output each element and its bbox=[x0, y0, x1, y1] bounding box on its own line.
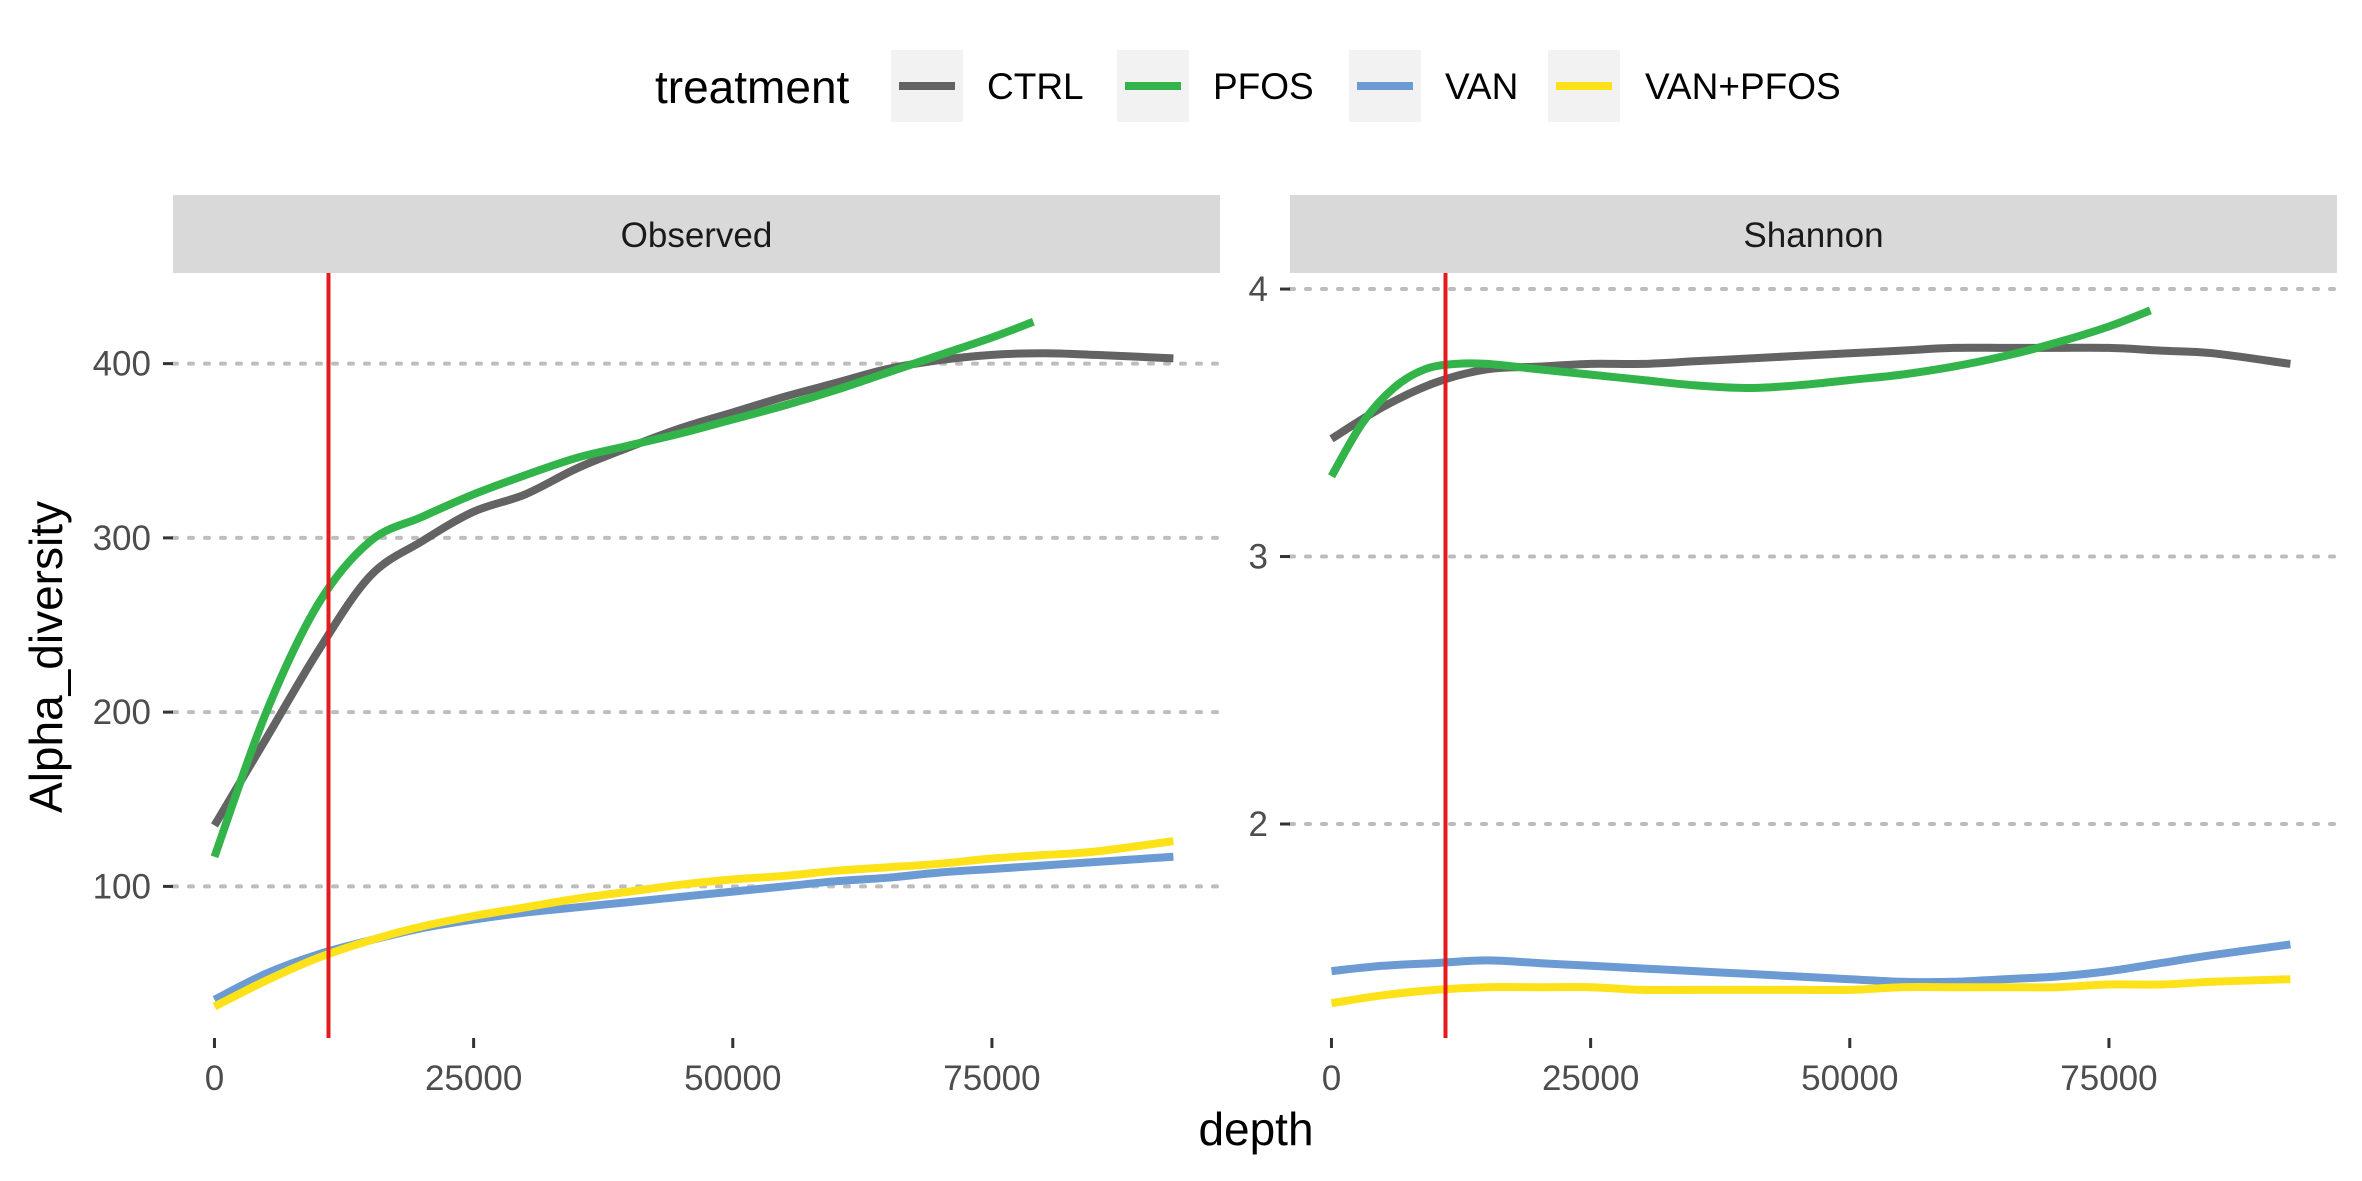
panel-shannon: Shannon 2 3 4 0 25000 50000 75000 bbox=[1249, 195, 2339, 1098]
panel-observed: Observed 100 200 300 400 0 25000 50000 75000 bbox=[93, 195, 1222, 1098]
legend-item-van: VAN bbox=[1349, 50, 1518, 122]
x-tick-label: 25000 bbox=[1542, 1059, 1639, 1098]
facet-strip bbox=[1290, 195, 2337, 273]
y-tick-label: 2 bbox=[1249, 805, 1268, 844]
series-line-van bbox=[1331, 940, 2291, 987]
legend-label: CTRL bbox=[987, 66, 1084, 107]
legend-label: VAN bbox=[1445, 66, 1518, 107]
legend-label: PFOS bbox=[1213, 66, 1314, 107]
series-line-pfos bbox=[210, 318, 1035, 859]
x-tick-label: 50000 bbox=[1801, 1059, 1898, 1098]
facet-strip bbox=[173, 195, 1220, 273]
y-tick-label: 400 bbox=[93, 345, 151, 384]
x-tick-label: 0 bbox=[1322, 1059, 1341, 1098]
series-line-ctrl bbox=[1329, 343, 2291, 443]
y-tick-label: 200 bbox=[93, 693, 151, 732]
legend-label: VAN+PFOS bbox=[1645, 66, 1841, 107]
series-line-ctrl bbox=[211, 349, 1174, 828]
x-tick-label: 0 bbox=[205, 1059, 224, 1098]
facet-strip-label: Observed bbox=[621, 216, 773, 255]
legend-item-van-pfos: VAN+PFOS bbox=[1548, 50, 1841, 122]
y-tick-label: 4 bbox=[1249, 270, 1268, 309]
series-line-van-pfos bbox=[1330, 975, 2291, 1008]
y-tick-label: 300 bbox=[93, 519, 151, 558]
x-tick-label: 75000 bbox=[943, 1059, 1040, 1098]
series-line-van bbox=[212, 852, 1174, 1004]
legend: treatment CTRL PFOS VAN VAN+PFOS bbox=[655, 50, 1841, 122]
series-line-van-pfos bbox=[212, 837, 1174, 1011]
x-tick-label: 25000 bbox=[425, 1059, 522, 1098]
legend-item-ctrl: CTRL bbox=[891, 50, 1084, 122]
y-tick-label: 3 bbox=[1249, 538, 1268, 577]
facet-strip-label: Shannon bbox=[1743, 216, 1883, 255]
legend-items: CTRL PFOS VAN VAN+PFOS bbox=[891, 50, 1841, 122]
legend-item-pfos: PFOS bbox=[1117, 50, 1314, 122]
legend-title: treatment bbox=[655, 61, 850, 113]
y-tick-label: 100 bbox=[93, 867, 151, 906]
x-tick-label: 75000 bbox=[2060, 1059, 2157, 1098]
y-axis-title: Alpha_diversity bbox=[20, 501, 72, 813]
series-line-pfos bbox=[1328, 306, 2152, 479]
x-axis-title: depth bbox=[1198, 1103, 1313, 1155]
x-tick-label: 50000 bbox=[684, 1059, 781, 1098]
